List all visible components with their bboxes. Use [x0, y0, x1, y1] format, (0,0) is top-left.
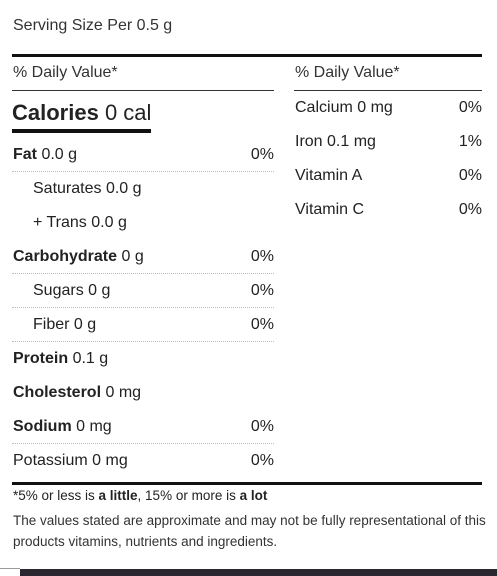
- nutrient-name: Potassium: [13, 452, 88, 469]
- serving-size: Serving Size Per 0.5 g: [13, 17, 173, 34]
- daily-value-header-right: % Daily Value*: [294, 57, 482, 91]
- nutrient-label: Protein 0.1 g: [13, 342, 108, 376]
- bottom-divider: [12, 482, 482, 485]
- calories-line: Calories 0 cal: [12, 100, 152, 133]
- nutrient-row: Saturates 0.0 g: [12, 172, 274, 206]
- calories-value: 0 cal: [104, 100, 152, 125]
- nutrient-label: Carbohydrate 0 g: [13, 240, 144, 274]
- nutrient-amount: 0 mg: [92, 452, 128, 469]
- nutrient-percent: 0%: [250, 452, 274, 469]
- micronutrient-column: % Daily Value* Calcium 0 mg 0% Iron 0.1 mg…: [294, 57, 482, 227]
- micronutrient-name: Iron: [295, 133, 323, 150]
- micronutrient-percent: 0%: [458, 99, 482, 116]
- nutrient-amount: 0 g: [88, 281, 111, 299]
- nutrient-label: Cholesterol 0 mg: [13, 376, 141, 410]
- top-divider: [12, 54, 482, 57]
- nutrient-amount: 0 mg: [105, 384, 142, 401]
- nutrient-label: Sodium 0 mg: [13, 410, 112, 444]
- nutrient-row: Sugars 0 g 0%: [12, 274, 274, 308]
- page-bottom-bar: [20, 569, 497, 576]
- nutrient-amount: 0.0 g: [105, 180, 142, 197]
- footnote-middle: , 15% or more is: [137, 488, 240, 503]
- nutrient-row: Potassium 0 mg 0%: [12, 444, 274, 478]
- nutrient-amount: 0 g: [121, 247, 144, 265]
- micronutrient-label: Vitamin C: [295, 193, 364, 227]
- micronutrient-percent: 0%: [458, 201, 482, 218]
- daily-value-footnote: *5% or less is a little, 15% or more is …: [13, 488, 267, 503]
- nutrient-percent: 0%: [250, 417, 274, 435]
- calories-label: Calories: [12, 100, 99, 125]
- micronutrient-name: Vitamin A: [295, 167, 363, 184]
- nutrient-percent: 0%: [250, 281, 274, 299]
- micronutrient-percent: 0%: [458, 167, 482, 184]
- micronutrient-name: Vitamin C: [295, 201, 365, 218]
- nutrient-percent: 0%: [250, 247, 274, 265]
- micronutrient-rows: Calcium 0 mg 0% Iron 0.1 mg 1% Vitamin A 0% Vi…: [294, 91, 482, 227]
- nutrient-percent: 0%: [250, 145, 274, 163]
- nutrient-label: Fat 0.0 g: [13, 138, 77, 172]
- micronutrient-label: Vitamin A: [295, 159, 362, 193]
- nutrient-percent: 0%: [250, 315, 274, 333]
- nutrient-name: Sodium: [13, 417, 72, 435]
- nutrient-row: Sodium 0 mg 0%: [12, 410, 274, 444]
- nutrient-label: Saturates 0.0 g: [13, 172, 142, 206]
- nutrient-label: Fiber 0 g: [13, 308, 96, 342]
- nutrient-amount: 0.1 g: [72, 350, 109, 367]
- nutrient-name: + Trans: [33, 214, 87, 231]
- micronutrient-row: Vitamin C 0%: [294, 193, 482, 227]
- micronutrient-label: Calcium 0 mg: [295, 91, 393, 125]
- nutrient-name: Protein: [13, 350, 69, 367]
- nutrient-row: Carbohydrate 0 g 0%: [12, 240, 274, 274]
- nutrient-amount: 0.0 g: [91, 214, 127, 231]
- nutrient-row: Protein 0.1 g: [12, 342, 274, 376]
- daily-value-header-left: % Daily Value*: [12, 57, 274, 91]
- micronutrient-label: Iron 0.1 mg: [295, 125, 376, 159]
- nutrient-amount: 0.0 g: [41, 145, 78, 163]
- micronutrient-name: Calcium: [295, 99, 353, 116]
- micronutrient-amount: 0 mg: [357, 99, 393, 116]
- micronutrient-percent: 1%: [458, 133, 482, 150]
- nutrient-row: Fiber 0 g 0%: [12, 308, 274, 342]
- nutrient-name: Cholesterol: [13, 384, 102, 401]
- page-edge-line: [0, 568, 20, 569]
- micronutrient-row: Vitamin A 0%: [294, 159, 482, 193]
- micronutrient-row: Calcium 0 mg 0%: [294, 91, 482, 125]
- nutrient-row: + Trans 0.0 g: [12, 206, 274, 240]
- micronutrient-amount: 0.1 mg: [327, 133, 376, 150]
- footnote-little: a little: [98, 488, 138, 503]
- nutrient-label: Potassium 0 mg: [13, 444, 128, 478]
- nutrient-name: Fat: [13, 145, 37, 163]
- nutrient-label: Sugars 0 g: [13, 274, 110, 308]
- footnote-prefix: *5% or less is: [13, 488, 99, 503]
- footnote-lot: a lot: [239, 488, 268, 503]
- nutrient-name: Carbohydrate: [13, 247, 118, 265]
- disclaimer-text: The values stated are approximate and ma…: [13, 513, 486, 549]
- micronutrient-row: Iron 0.1 mg 1%: [294, 125, 482, 159]
- nutrient-name: Sugars: [33, 281, 84, 299]
- nutrient-name: Saturates: [33, 180, 102, 197]
- nutrient-amount: 0 mg: [76, 417, 112, 435]
- nutrient-name: Fiber: [33, 315, 70, 333]
- nutrient-amount: 0 g: [73, 315, 97, 333]
- nutrient-label: + Trans 0.0 g: [13, 206, 127, 240]
- nutrient-row: Cholesterol 0 mg: [12, 376, 274, 410]
- nutrient-row: Fat 0.0 g 0%: [12, 138, 274, 172]
